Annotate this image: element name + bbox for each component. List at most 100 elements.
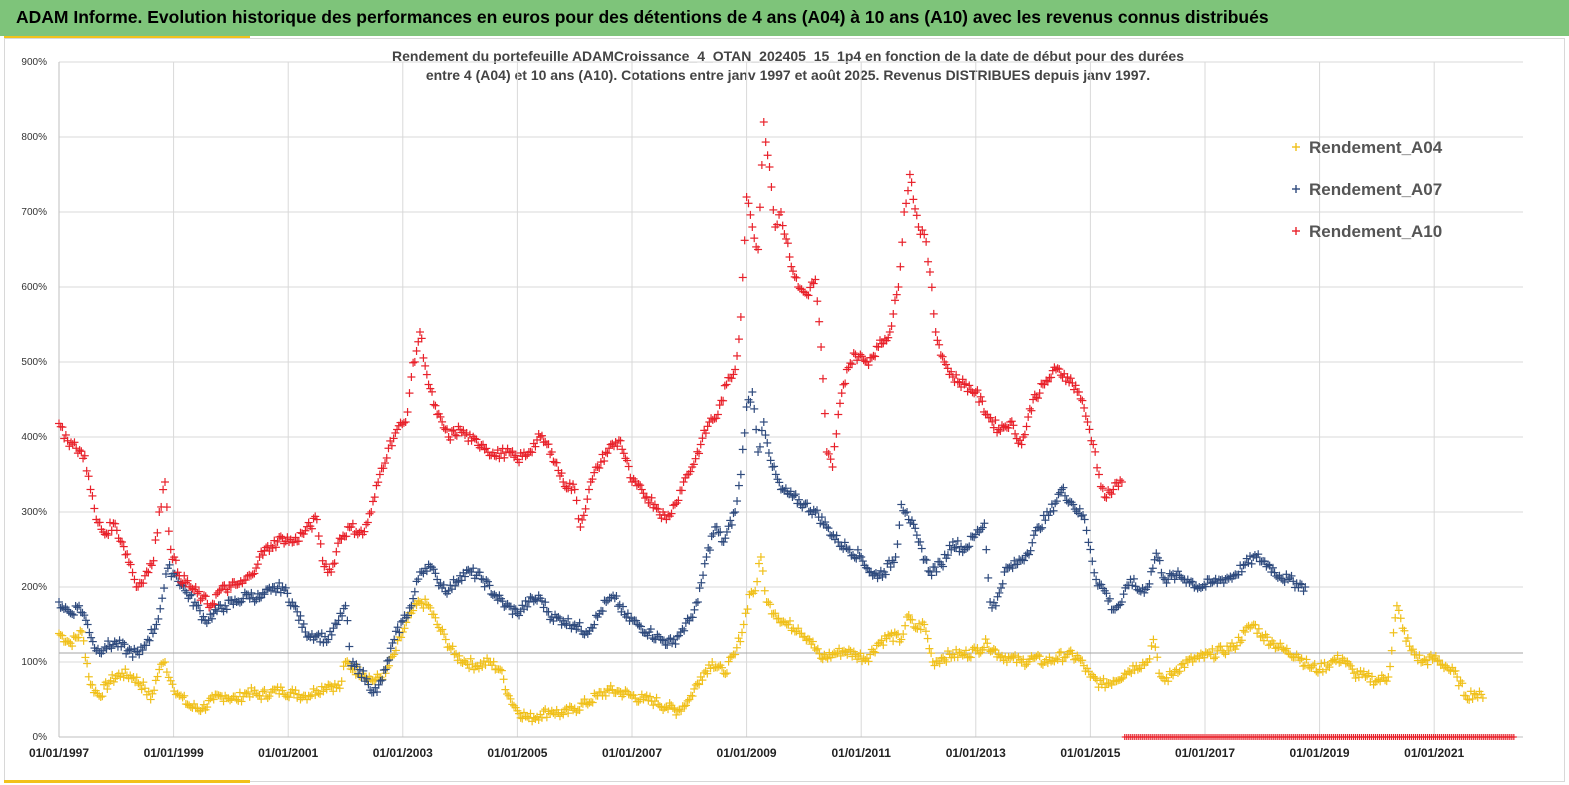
data-point	[372, 481, 381, 490]
data-point	[1009, 421, 1018, 430]
data-point	[1055, 365, 1064, 374]
data-point	[824, 524, 833, 533]
data-point	[622, 613, 631, 621]
data-point	[248, 570, 257, 579]
data-point	[871, 352, 880, 361]
data-point	[188, 584, 197, 593]
data-point	[1264, 560, 1273, 569]
data-point	[77, 447, 86, 456]
legend: Rendement_A04 Rendement_A07 Rendement_A10	[1292, 138, 1443, 241]
data-point	[920, 620, 929, 629]
data-point	[693, 447, 702, 456]
data-point	[740, 236, 749, 245]
data-point	[1338, 654, 1347, 663]
data-point	[1331, 657, 1340, 666]
data-point	[947, 545, 956, 554]
data-point	[431, 569, 440, 578]
data-point	[155, 665, 164, 674]
data-point	[555, 614, 564, 623]
data-point	[552, 458, 561, 467]
data-point	[148, 689, 157, 698]
data-point	[119, 542, 128, 551]
data-point	[490, 590, 499, 599]
data-point	[162, 668, 171, 677]
data-point	[654, 505, 663, 514]
x-tick-label: 01/01/2007	[602, 746, 662, 760]
data-point	[1185, 578, 1194, 587]
data-point	[151, 676, 160, 685]
data-point	[417, 567, 426, 576]
data-point	[250, 686, 259, 695]
data-point	[296, 528, 305, 537]
data-point	[880, 334, 889, 343]
data-point	[961, 646, 970, 655]
data-point	[72, 444, 81, 453]
data-point	[388, 652, 397, 661]
data-point	[1247, 621, 1256, 630]
data-point	[770, 462, 779, 471]
data-point	[843, 650, 852, 659]
data-point	[1221, 650, 1230, 659]
data-point	[312, 631, 321, 640]
data-point	[1453, 673, 1462, 681]
data-point	[393, 623, 402, 632]
data-point	[911, 524, 920, 533]
data-point	[738, 628, 747, 637]
data-point	[1102, 493, 1111, 502]
data-point	[888, 556, 897, 565]
data-point	[1035, 652, 1044, 661]
data-point	[937, 654, 946, 663]
data-point	[1054, 490, 1063, 499]
data-point	[298, 693, 307, 702]
data-point	[518, 601, 527, 610]
data-point	[515, 458, 524, 467]
data-point	[342, 532, 351, 541]
data-point	[268, 544, 277, 553]
data-point	[672, 710, 681, 719]
data-point	[1053, 655, 1062, 664]
data-point	[135, 650, 144, 659]
data-point	[451, 581, 460, 590]
data-point	[573, 622, 582, 631]
data-point	[426, 603, 435, 612]
data-point	[700, 668, 709, 677]
data-point	[1041, 516, 1050, 525]
data-point	[598, 607, 607, 616]
data-point	[80, 451, 89, 460]
data-point	[1200, 580, 1209, 589]
data-point	[811, 275, 820, 284]
data-point	[646, 498, 655, 507]
data-point	[199, 612, 208, 621]
data-point	[978, 523, 987, 532]
data-point	[499, 675, 508, 684]
data-point	[298, 623, 307, 632]
data-point	[419, 353, 428, 362]
data-point	[1170, 575, 1179, 584]
data-point	[634, 697, 643, 706]
data-point	[719, 396, 728, 405]
data-point	[748, 223, 757, 231]
data-point	[601, 448, 610, 457]
data-point	[163, 564, 172, 573]
data-point	[848, 360, 857, 369]
data-point	[746, 398, 755, 407]
data-point	[884, 333, 893, 342]
data-point	[960, 380, 969, 389]
data-point	[920, 230, 929, 239]
data-point	[570, 704, 579, 713]
data-point	[1097, 580, 1106, 589]
data-point	[301, 526, 310, 535]
data-point	[154, 614, 163, 623]
data-point	[1043, 377, 1052, 386]
data-point	[1083, 418, 1092, 426]
data-point	[557, 469, 566, 478]
data-point	[727, 374, 736, 383]
data-point	[671, 639, 680, 648]
data-point	[1251, 620, 1260, 629]
data-point	[250, 597, 259, 606]
data-point	[739, 620, 748, 629]
data-point	[973, 386, 982, 395]
data-point	[389, 434, 398, 443]
data-point	[572, 496, 581, 505]
data-point	[1005, 563, 1014, 572]
